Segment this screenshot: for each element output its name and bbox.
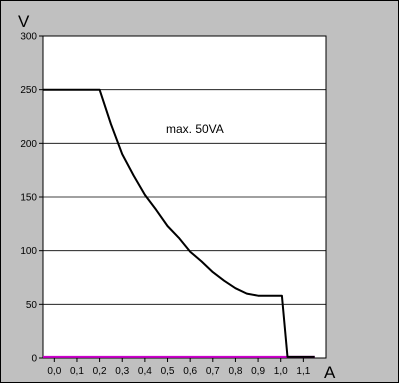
x-tick-label: 1,1 [296,366,310,377]
y-tick-label: 300 [20,32,37,43]
x-tick-label: 0,8 [228,366,242,377]
x-tick-label: 0,2 [93,366,107,377]
axes [39,35,327,362]
y-tick-label: 50 [26,300,38,311]
x-tick-label: 0,5 [161,366,175,377]
series-group [43,88,315,358]
x-tick-label: 0,9 [251,366,265,377]
y-axis-unit: V [18,12,30,31]
y-tick-label: 0 [31,354,37,365]
max-power-annotation: max. 50VA [166,122,224,136]
x-axis-unit: A [324,363,336,382]
y-tick-label: 250 [20,85,37,96]
x-tick-label: 0,6 [183,366,197,377]
x-tick-label: 0,0 [47,366,61,377]
x-tick-label: 1,0 [274,366,288,377]
x-tick-label: 0,4 [138,366,152,377]
y-tick-label: 200 [20,139,37,150]
x-tick-label: 0,1 [70,366,84,377]
x-tick-label: 0,3 [115,366,129,377]
y-tick-label: 100 [20,246,37,257]
x-tick-label: 0,7 [206,366,220,377]
labels: 0 50 100 150 200 250 300 0,0 0,1 0,2 0,3 0,4 0,5 0,6 0… [20,32,310,378]
y-tick-label: 150 [20,193,37,204]
series-line-voltage [43,88,315,358]
